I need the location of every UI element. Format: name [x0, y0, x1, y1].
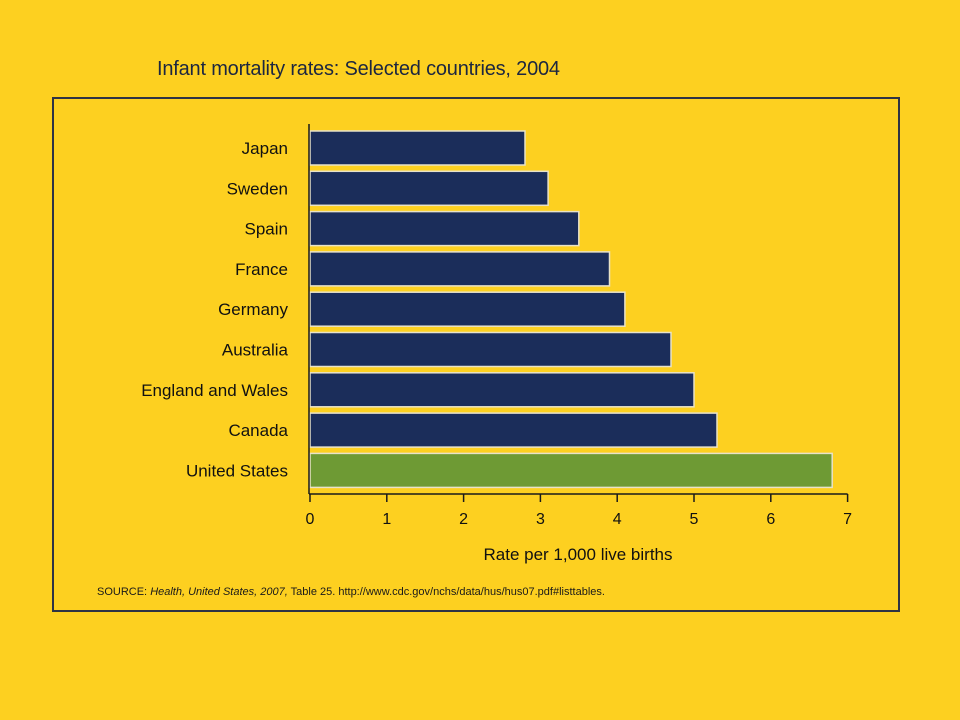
- category-label: Canada: [228, 421, 288, 440]
- x-tick-label: 3: [536, 511, 545, 528]
- category-label: Sweden: [227, 179, 288, 198]
- bar-england-and-wales: [309, 372, 695, 408]
- x-tick-label: 2: [459, 511, 468, 528]
- x-tick-label: 4: [613, 511, 622, 528]
- chart-title: Infant mortality rates: Selected countri…: [157, 58, 560, 80]
- category-label: France: [235, 260, 288, 279]
- x-tick-label: 7: [843, 511, 852, 528]
- category-labels: Japan Sweden Spain France Germany Australia En…: [141, 139, 288, 480]
- bar-canada: [309, 412, 718, 448]
- bar-united-states: [309, 452, 833, 489]
- category-label: Australia: [222, 341, 289, 360]
- bar-australia: [309, 331, 672, 368]
- category-label: Japan: [242, 139, 288, 158]
- x-axis-title: Rate per 1,000 live births: [484, 545, 673, 564]
- bar-sweden: [309, 170, 549, 207]
- x-tick-label: 0: [306, 511, 315, 528]
- x-tick-label: 1: [382, 511, 391, 528]
- bar-germany: [309, 291, 626, 327]
- bar-france: [309, 251, 611, 287]
- category-label: Spain: [245, 220, 288, 239]
- x-tick-label: 5: [690, 511, 699, 528]
- x-axis: 0 1 2 3 4 5 6 7: [306, 124, 852, 528]
- category-label: Germany: [218, 300, 288, 319]
- category-label: United States: [186, 461, 288, 480]
- chart-frame: [52, 97, 900, 612]
- category-label: England and Wales: [141, 381, 288, 400]
- bars-layer: [309, 130, 833, 489]
- x-tick-label: 6: [766, 511, 775, 528]
- source-note: SOURCE: Health, United States, 2007, Tab…: [97, 586, 605, 598]
- source-suffix: Table 25. http://www.cdc.gov/nchs/data/h…: [287, 586, 605, 598]
- source-italic: Health, United States, 2007,: [150, 586, 288, 598]
- bar-spain: [309, 210, 580, 247]
- bar-japan: [309, 130, 526, 166]
- source-prefix: SOURCE:: [97, 586, 151, 598]
